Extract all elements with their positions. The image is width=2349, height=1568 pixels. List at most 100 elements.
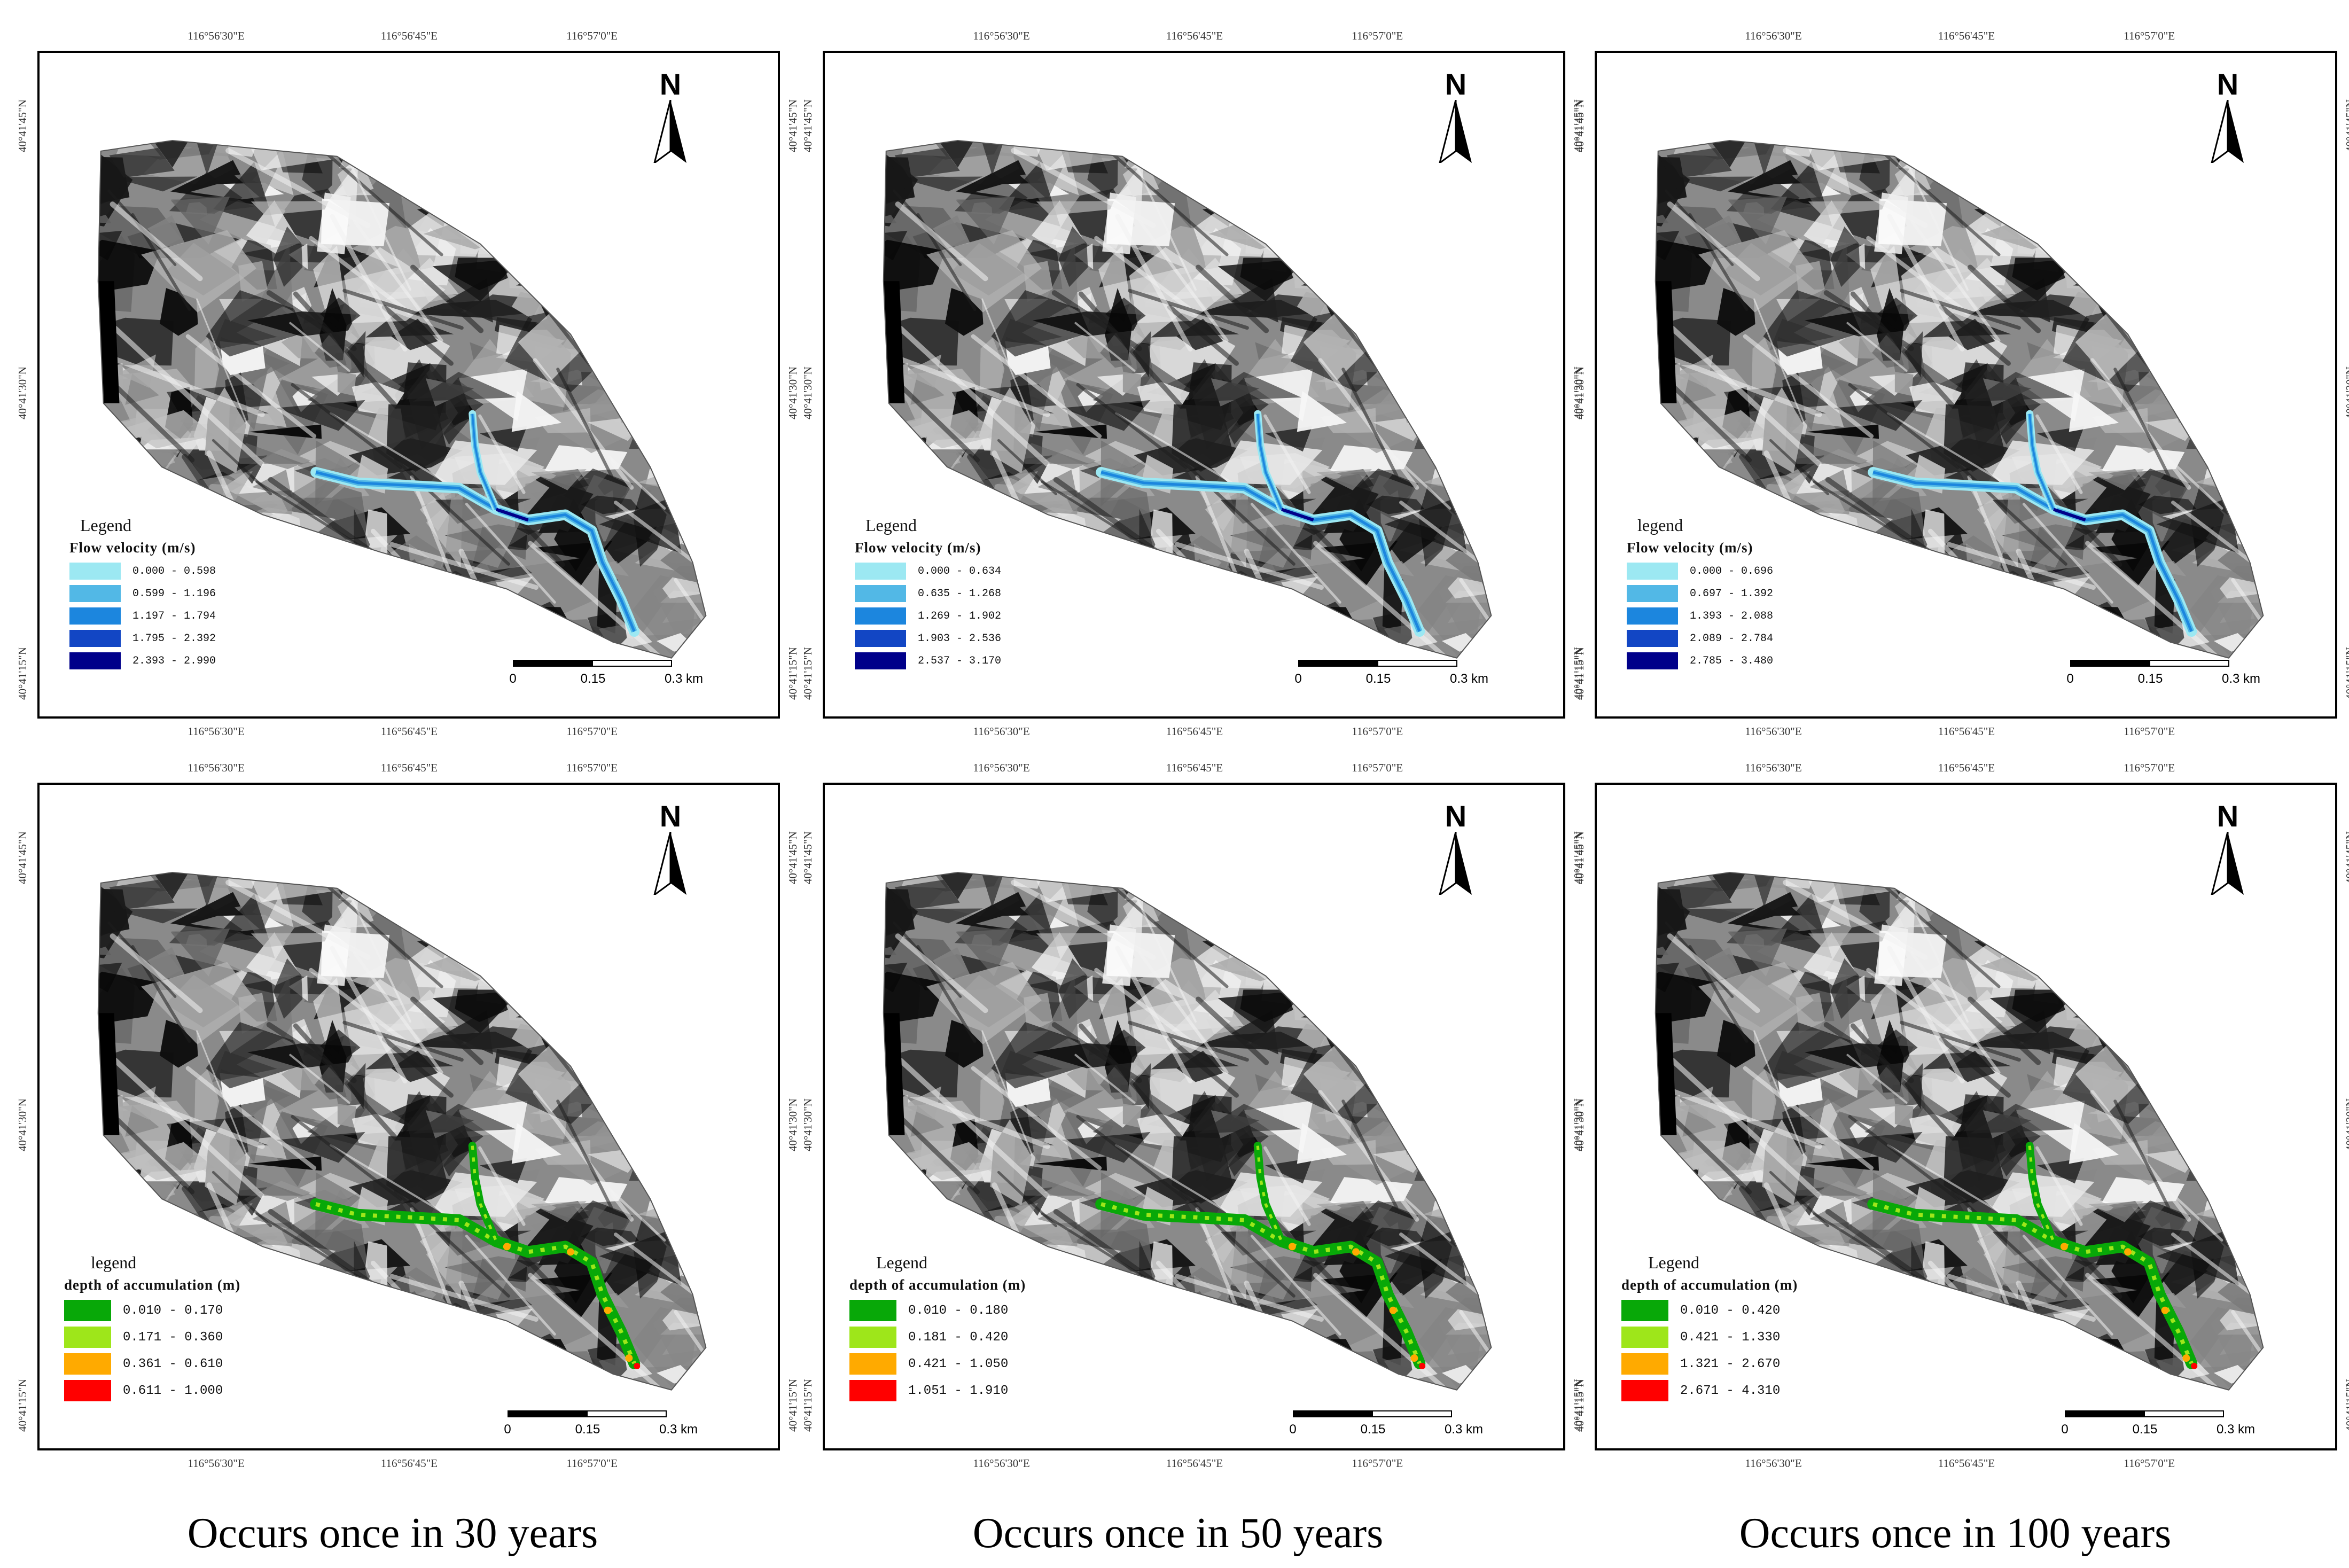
legend-label: 0.010 - 0.420 <box>1680 1303 1781 1318</box>
legend-title: Legend <box>1648 1253 1699 1272</box>
legend-swatch <box>64 1380 111 1401</box>
north-arrow-icon <box>1439 100 1472 163</box>
scale-label: 0.15 <box>580 672 606 686</box>
latitude-label-right: 40°41'15"N <box>2344 1379 2349 1432</box>
longitude-label-top: 116°57'0"E <box>2124 29 2175 42</box>
north-arrow: N <box>1429 67 1482 168</box>
north-arrow-icon <box>2211 832 2244 895</box>
legend-swatch <box>849 1300 896 1321</box>
legend-label: 1.269 - 1.902 <box>918 610 1002 622</box>
legend-entry: 0.599 - 1.196 <box>69 585 216 602</box>
scale-label: 0.15 <box>2137 672 2163 686</box>
legend-label: 1.903 - 2.536 <box>918 632 1002 645</box>
legend-entry: 1.393 - 2.088 <box>1627 607 1773 625</box>
legend-label: 0.697 - 1.392 <box>1690 587 1774 600</box>
north-letter: N <box>2217 67 2239 101</box>
north-arrow-icon <box>1439 832 1472 895</box>
longitude-label-top: 116°56'30"E <box>188 29 245 42</box>
legend-swatch <box>1621 1380 1668 1401</box>
latitude-label-left: 40°41'15"N <box>16 1379 29 1432</box>
column-caption: Occurs once in 30 years <box>187 1510 598 1557</box>
latitude-label-left: 40°41'45"N <box>801 831 814 884</box>
longitude-label-top: 116°57'0"E <box>566 29 618 42</box>
legend-swatch <box>855 652 906 669</box>
legend-entry: 2.785 - 3.480 <box>1627 652 1773 669</box>
legend-entry: 0.010 - 0.170 <box>64 1300 240 1321</box>
longitude-label-bottom: 116°56'45"E <box>1166 725 1223 738</box>
legend-swatch <box>1621 1300 1668 1321</box>
longitude-label-top: 116°56'30"E <box>973 761 1030 774</box>
legend-swatch <box>1621 1327 1668 1348</box>
legend-entry: 0.611 - 1.000 <box>64 1380 240 1401</box>
legend-swatch <box>64 1300 111 1321</box>
latitude-label-left: 40°41'15"N <box>801 1379 814 1432</box>
legend-label: 0.000 - 0.696 <box>1690 565 1774 578</box>
scale-label: 0 <box>504 1422 511 1437</box>
north-arrow: N <box>644 799 697 900</box>
legend-title: Legend <box>80 516 131 535</box>
legend-entry: 0.000 - 0.598 <box>69 563 216 580</box>
legend-label: 0.421 - 1.330 <box>1680 1330 1781 1345</box>
longitude-label-bottom: 116°56'30"E <box>1745 725 1802 738</box>
legend: Legend depth of accumulation (m) 0.010 - 0… <box>1621 1253 1798 1407</box>
legend-swatch <box>1627 607 1678 625</box>
longitude-label-top: 116°56'45"E <box>1938 761 1995 774</box>
longitude-label-top: 116°56'45"E <box>380 29 438 42</box>
legend: Legend depth of accumulation (m) 0.010 - 0… <box>849 1253 1026 1407</box>
legend-label: 1.321 - 2.670 <box>1680 1356 1781 1371</box>
scale-label: 0 <box>1294 672 1302 686</box>
legend-label: 2.089 - 2.784 <box>1690 632 1774 645</box>
legend-label: 0.171 - 0.360 <box>123 1330 223 1345</box>
scale-label: 0.3 km <box>2216 1422 2256 1437</box>
scale-segment-black <box>1293 1410 1373 1417</box>
map-frame <box>37 51 780 719</box>
longitude-label-top: 116°56'45"E <box>1166 761 1223 774</box>
legend-entry: 0.181 - 0.420 <box>849 1327 1026 1348</box>
legend-entry: 1.321 - 2.670 <box>1621 1353 1798 1375</box>
longitude-label-top: 116°56'45"E <box>380 761 438 774</box>
longitude-label-top: 116°57'0"E <box>566 761 618 774</box>
legend-entry: 2.537 - 3.170 <box>855 652 1001 669</box>
legend-label: 0.010 - 0.180 <box>908 1303 1009 1318</box>
column-caption: Occurs once in 100 years <box>1739 1510 2172 1557</box>
legend-label: 0.599 - 1.196 <box>132 587 216 600</box>
scale-label: 0.3 km <box>2221 672 2261 686</box>
legend-swatch <box>1627 652 1678 669</box>
longitude-label-top: 116°56'30"E <box>973 29 1030 42</box>
legend-label: 0.010 - 0.170 <box>123 1303 223 1318</box>
hillshade-terrain <box>883 871 1492 1391</box>
legend-label: 0.421 - 1.050 <box>908 1356 1009 1371</box>
longitude-label-top: 116°56'45"E <box>1938 29 1995 42</box>
latitude-label-left: 40°41'30"N <box>801 1098 814 1151</box>
latitude-label-left: 40°41'15"N <box>801 647 814 700</box>
latitude-label-right: 40°41'45"N <box>2344 99 2349 152</box>
legend-swatch <box>855 585 906 602</box>
legend-swatch <box>1627 585 1678 602</box>
north-arrow-icon <box>653 832 686 895</box>
latitude-label-left: 40°41'45"N <box>801 99 814 152</box>
map-frame <box>823 783 1565 1450</box>
latitude-label-right: 40°41'45"N <box>2344 831 2349 884</box>
map-frame <box>1595 51 2337 719</box>
legend: Legend Flow velocity (m/s) 0.000 - 0.634 0.… <box>855 516 1001 675</box>
legend-label: 1.197 - 1.794 <box>132 610 216 622</box>
legend-swatch <box>64 1327 111 1348</box>
longitude-label-bottom: 116°56'30"E <box>973 725 1030 738</box>
legend-entry: 0.697 - 1.392 <box>1627 585 1773 602</box>
legend-subtitle: depth of accumulation (m) <box>1621 1277 1798 1293</box>
legend-label: 1.795 - 2.392 <box>132 632 216 645</box>
scale-bar: 0 0.15 0.3 km <box>504 1410 698 1442</box>
legend-label: 0.635 - 1.268 <box>918 587 1002 600</box>
longitude-label-top: 116°56'30"E <box>188 761 245 774</box>
legend-swatch <box>69 652 121 669</box>
legend-swatch <box>849 1353 896 1375</box>
latitude-label-right: 40°41'15"N <box>786 1379 799 1432</box>
legend-label: 0.000 - 0.634 <box>918 565 1002 578</box>
scale-label: 0 <box>2061 1422 2069 1437</box>
legend: legend depth of accumulation (m) 0.010 - 0… <box>64 1253 240 1407</box>
legend-entry: 2.393 - 2.990 <box>69 652 216 669</box>
legend-swatch <box>1627 563 1678 580</box>
scale-label: 0.3 km <box>1444 1422 1484 1437</box>
latitude-label-left: 40°41'45"N <box>16 99 29 152</box>
